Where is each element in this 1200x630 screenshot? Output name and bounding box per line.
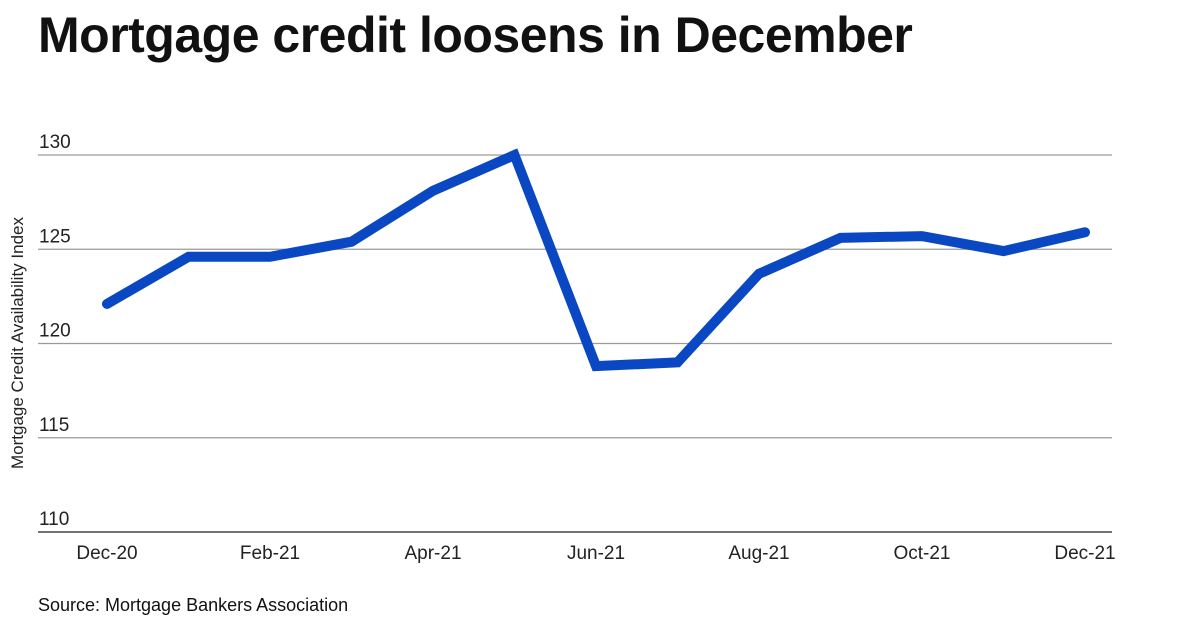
x-tick-label: Oct-21 bbox=[893, 543, 950, 564]
y-tick-label: 130 bbox=[39, 132, 71, 153]
y-axis-label: Mortgage Credit Availability Index bbox=[8, 217, 27, 469]
x-tick-label: Aug-21 bbox=[728, 543, 789, 564]
y-tick-label: 125 bbox=[39, 226, 71, 247]
x-tick-label: Jun-21 bbox=[567, 543, 625, 564]
y-tick-label: 115 bbox=[39, 415, 69, 436]
y-tick-label: 110 bbox=[39, 509, 69, 530]
gridlines bbox=[38, 154, 1112, 533]
x-tick-label: Feb-21 bbox=[240, 543, 300, 564]
source-note: Source: Mortgage Bankers Association bbox=[38, 595, 349, 615]
chart-title: Mortgage credit loosens in December bbox=[38, 7, 913, 63]
x-axis-ticks: Dec-20 Feb-21 Apr-21 Jun-21 Aug-21 Oct-21 Dec-… bbox=[76, 543, 1115, 564]
y-tick-label: 120 bbox=[39, 321, 71, 342]
series-line bbox=[102, 148, 1090, 372]
series-layer bbox=[102, 148, 1090, 372]
x-tick-label: Dec-20 bbox=[76, 543, 137, 564]
x-tick-label: Apr-21 bbox=[404, 543, 461, 564]
x-tick-label: Dec-21 bbox=[1054, 543, 1115, 564]
y-axis-ticks: 110 115 120 125 130 bbox=[39, 132, 71, 530]
